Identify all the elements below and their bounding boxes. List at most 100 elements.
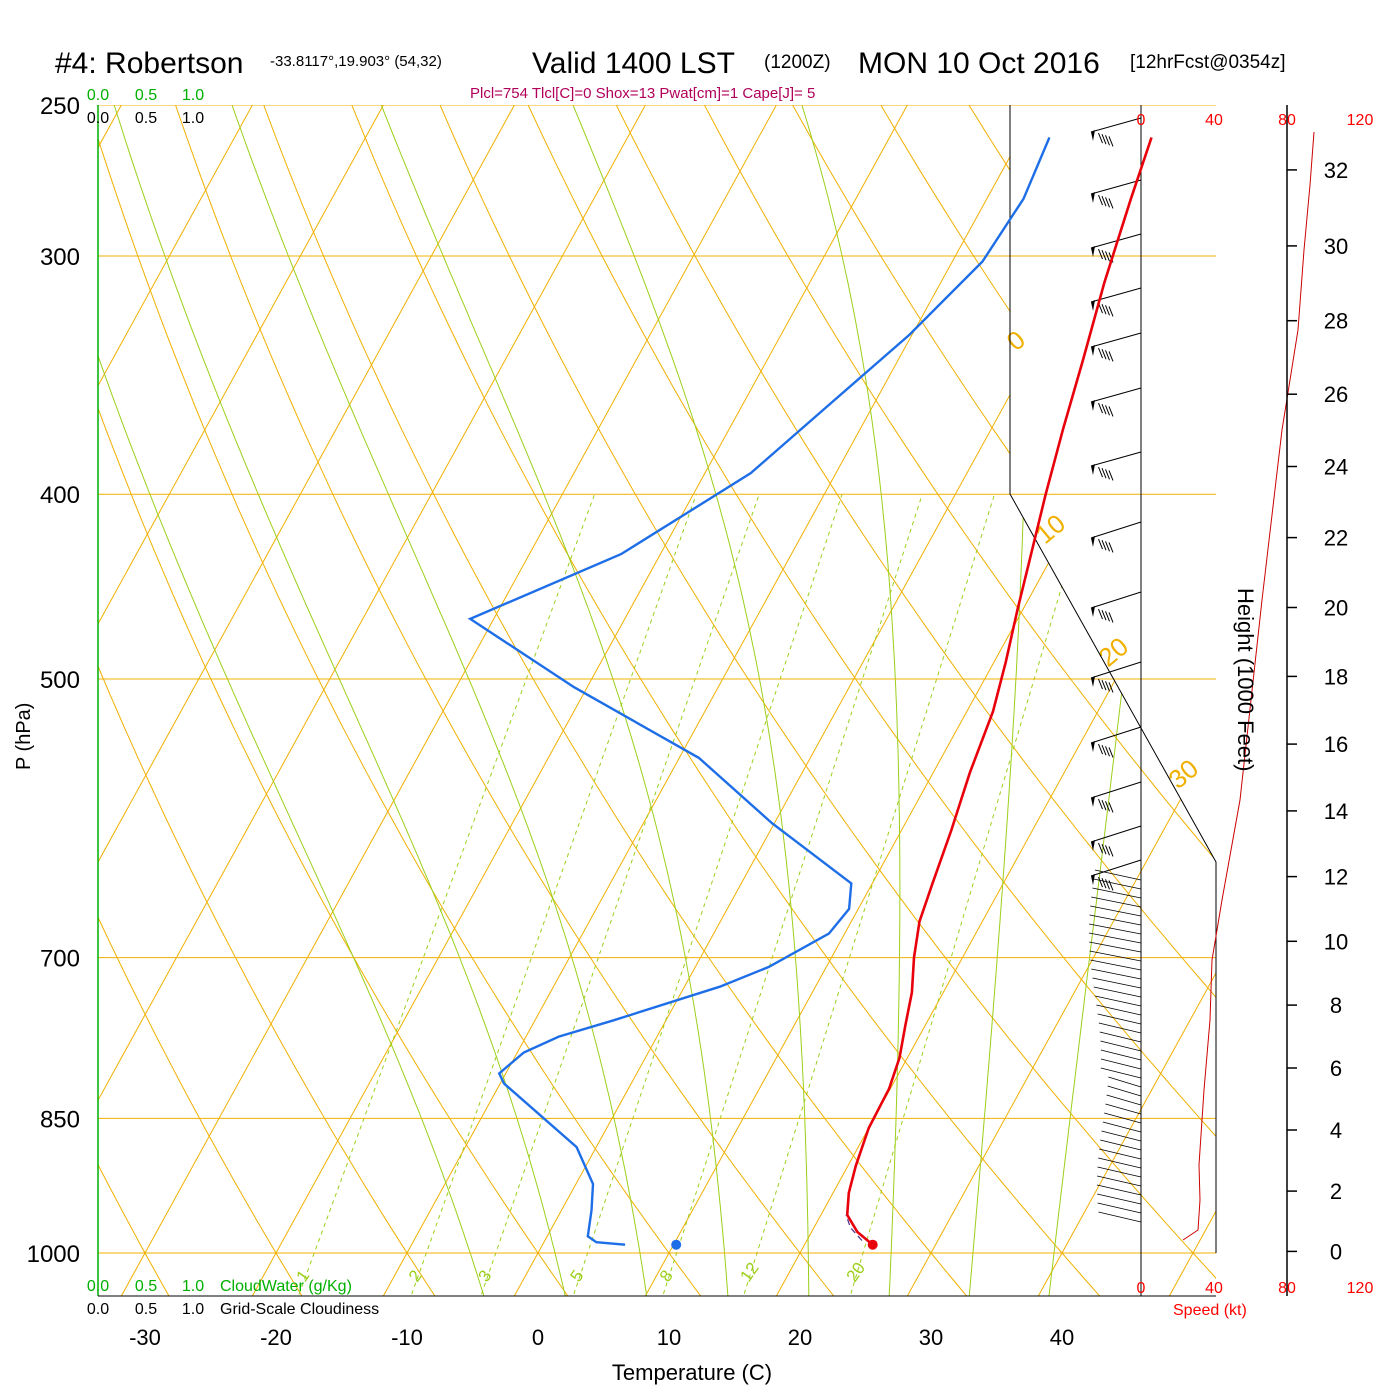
wind-barb-feather [1105,845,1110,856]
wind-barb [1089,923,1142,935]
pressure-tick-label: 300 [40,244,80,271]
wind-barb-feather [1101,878,1107,889]
wind-barb [1089,950,1142,962]
height-tick-label: 30 [1324,234,1348,259]
pressure-tick-label: 400 [40,482,80,509]
height-tick-label: 24 [1324,455,1348,480]
isotherm-line [98,105,272,1296]
cloudwater-tick-bottom: 1.0 [182,1278,204,1295]
wind-barb [1094,869,1142,881]
cloudwater-tick-bottom: 0.0 [87,1278,109,1295]
temperature-axis-title: Temperature (C) [612,1360,772,1385]
forecast-label: [12hrFcst@0354z] [1130,52,1286,73]
height-tick-label: 32 [1324,158,1348,183]
wind-barb [1089,941,1142,953]
cloudiness-tick-top: 1.0 [182,110,204,127]
mixing-ratio-line [284,494,596,1296]
height-tick-label: 22 [1324,526,1348,551]
wind-barb [1099,1148,1142,1160]
wind-barb-feather [1108,351,1114,362]
pressure-tick-label: 1000 [27,1241,80,1268]
temperature-tick-label: 40 [1050,1325,1074,1350]
moist-adiabat-line [98,105,496,1296]
isotherm-line [98,105,534,1296]
dry-adiabat-label: 0 [1001,324,1031,356]
right-panel-grid [98,105,1216,1254]
wind-barb-feather [1101,250,1107,261]
pressure-tick-label: 700 [40,946,80,973]
mixing-ratio-line [839,494,1090,1296]
wind-barbs [1088,117,1142,1223]
speed-tick-top: 0 [1137,112,1146,129]
dewpoint-line [467,137,1051,1246]
wind-barb-pennant [1091,130,1095,141]
dry-adiabat-line [1035,105,1216,1296]
dry-adiabat-line [250,105,998,1296]
wind-barb-feather [1105,879,1110,890]
wind-barb-feather [1105,305,1110,316]
mixing-ratio-label: 20 [843,1259,869,1285]
wind-barb [1101,1130,1142,1142]
mixing-ratio-line [467,494,760,1296]
wind-barb [1097,1013,1142,1025]
wind-barb [1091,896,1142,908]
height-tick-label: 18 [1324,664,1348,689]
isotherm-line [232,105,927,1296]
wind-barb-feather [1105,541,1110,552]
moist-adiabat-line [790,105,901,1296]
wind-barb [1090,959,1142,971]
wind-barb [1100,1049,1142,1061]
pressure-tick-label: 850 [40,1106,80,1133]
height-tick-label: 26 [1324,382,1348,407]
stability-indices: Plcl=754 Tlcl[C]=0 Shox=13 Pwat[cm]=1 Ca… [470,85,815,102]
wind-barb-feather [1098,842,1103,854]
wind-barb-feather [1098,798,1103,810]
moist-adiabat-line [367,105,731,1296]
wind-barb-feather [1101,540,1107,551]
wind-barb [1105,1103,1142,1115]
wind-barb [1096,1004,1142,1016]
cloudwater-tick-top: 0.5 [135,87,157,104]
wind-barb-feather [1105,350,1110,361]
wind-barb [1097,1193,1142,1205]
wind-barb-pennant [1091,796,1095,807]
wind-barb [1100,1139,1142,1151]
dry-adiabat-line [98,105,325,1296]
isotherm-line [363,105,1058,1296]
wind-barb [1097,1166,1142,1178]
dry-adiabat-line [98,105,190,1296]
wind-barb [1090,591,1142,609]
cloud-scale-bottom: 0.0 0.0 0.5 0.5 1.0 1.0 [87,1278,204,1318]
isotherm-line [625,105,1216,1296]
height-tick-label: 10 [1324,929,1348,954]
mixing-ratio-line [560,494,843,1296]
dry-adiabat-line [1297,71,1400,1332]
valid-date: MON 10 Oct 2016 [858,47,1100,80]
wind-barb-feather [1098,608,1103,620]
dry-adiabat-line [163,105,863,1296]
surface-dewpoint-marker [671,1239,682,1250]
height-tick-label: 16 [1324,732,1348,757]
speed-tick-bottom: 80 [1278,1280,1296,1297]
wind-speed-profile-line [1182,131,1315,1241]
wind-barb [1090,661,1142,679]
wind-barb [1090,521,1142,539]
cloud-scale-top: 0.0 0.0 0.5 0.5 1.0 1.0 [87,87,204,127]
wind-barb-feather [1105,251,1110,262]
wind-barb-feather [1105,135,1110,146]
wind-barb [1099,1031,1142,1043]
wind-barb-feather [1098,132,1103,144]
background-grid [98,71,1400,1332]
dry-adiabat-label: 30 [1163,753,1204,795]
wind-barb [1104,1112,1142,1124]
wind-barb [1090,179,1142,195]
wind-barb [1090,859,1142,877]
cloudiness-tick-bottom: 0.0 [87,1301,109,1318]
wind-barb [1100,1058,1142,1070]
temperature-tick-label: 30 [919,1325,943,1350]
height-axis-title: Height (1000 Feet) [1233,588,1258,771]
height-tick-label: 8 [1330,993,1342,1018]
wind-barb [1090,387,1142,403]
